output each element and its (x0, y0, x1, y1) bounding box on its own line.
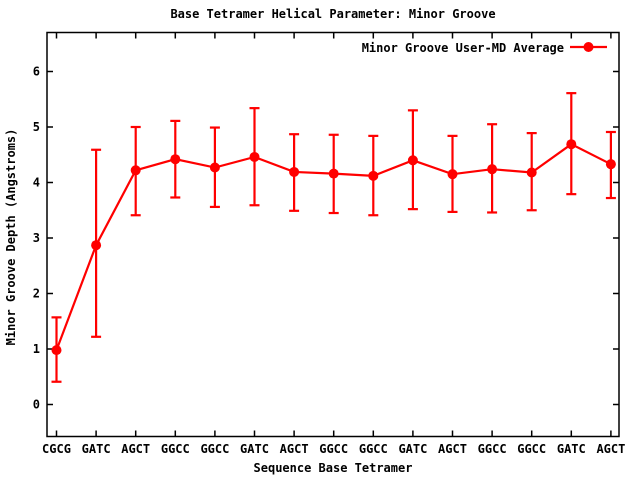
x-tick-label: GGCC (161, 442, 190, 456)
data-point-marker (447, 169, 458, 180)
x-tick-label: AGCT (596, 442, 625, 456)
data-point-marker (328, 168, 339, 179)
data-point-marker (130, 165, 141, 176)
y-tick-label: 4 (33, 176, 40, 190)
x-tick-label: CGCG (42, 442, 71, 456)
data-point-marker (249, 151, 260, 162)
x-tick-label: AGCT (121, 442, 150, 456)
data-point-marker (407, 155, 418, 166)
x-tick-label: GGCC (478, 442, 507, 456)
data-point-marker (91, 240, 102, 251)
y-tick-label: 6 (33, 65, 40, 79)
x-tick-label: AGCT (438, 442, 467, 456)
data-point-marker (289, 166, 300, 177)
x-tick-label: GATC (398, 442, 427, 456)
data-point-marker (526, 167, 537, 178)
y-tick-label: 0 (33, 398, 40, 412)
data-point-marker (487, 164, 498, 175)
data-point-marker (51, 345, 62, 356)
data-point-marker (209, 162, 220, 173)
x-tick-label: GGCC (359, 442, 388, 456)
x-tick-label: GATC (82, 442, 111, 456)
x-tick-label: GGCC (319, 442, 348, 456)
x-tick-label: GGCC (200, 442, 229, 456)
data-point-marker (368, 170, 379, 181)
y-axis-title: Minor Groove Depth (Angstroms) (4, 128, 18, 346)
legend-label: Minor Groove User-MD Average (361, 41, 564, 55)
data-point-marker (566, 139, 577, 150)
y-tick-label: 5 (33, 120, 40, 134)
x-tick-label: GGCC (517, 442, 546, 456)
legend-marker-icon (583, 42, 594, 52)
plot-frame (46, 31, 620, 438)
x-axis-title: Sequence Base Tetramer (253, 461, 413, 475)
x-tick-label: GATC (557, 442, 586, 456)
y-tick-label: 1 (33, 342, 40, 356)
y-tick-label: 2 (33, 287, 40, 301)
data-point-marker (170, 154, 181, 165)
chart-title: Base Tetramer Helical Parameter: Minor G… (170, 7, 496, 21)
x-tick-label: GATC (240, 442, 269, 456)
x-tick-label: AGCT (280, 442, 309, 456)
data-point-marker (605, 159, 616, 170)
y-tick-label: 3 (33, 231, 40, 245)
